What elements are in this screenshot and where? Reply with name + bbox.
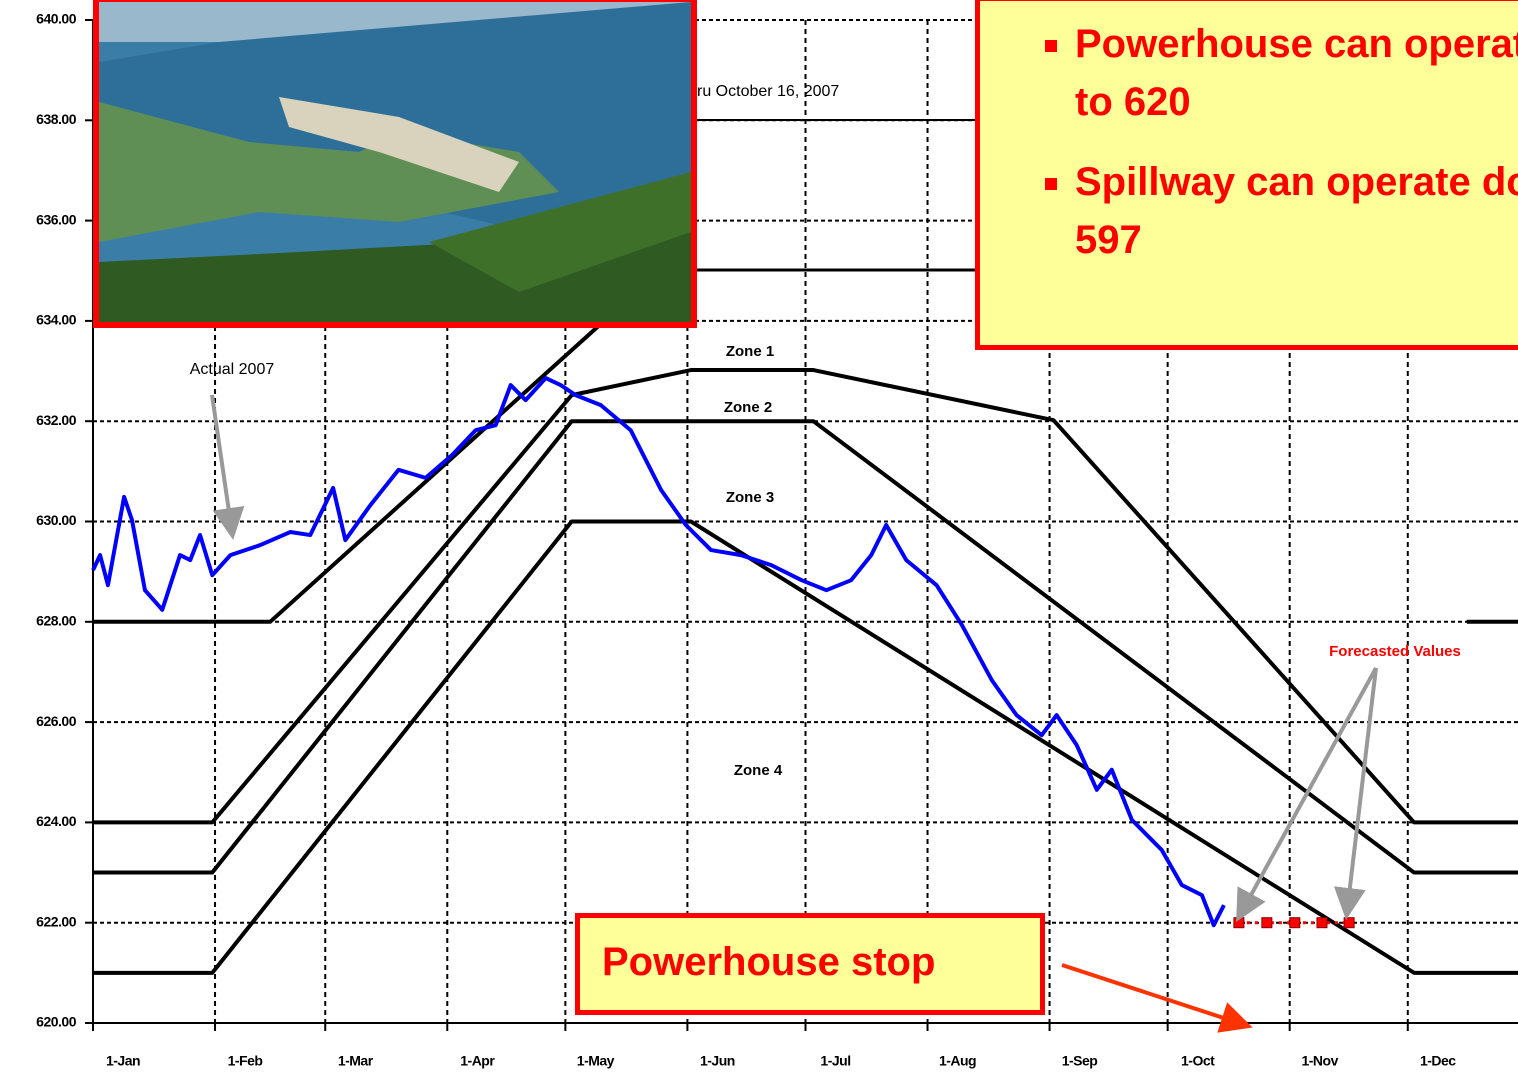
x-tick-label: 1-Feb [228, 1053, 263, 1069]
marker [1262, 918, 1272, 928]
marker [1317, 918, 1327, 928]
annotation: Forecasted Values [1329, 643, 1461, 660]
marker [1344, 918, 1354, 928]
x-tick-label: 1-Aug [939, 1053, 976, 1069]
y-tick-label: 630.00 [36, 512, 77, 528]
marker [1290, 918, 1300, 928]
y-tick-label: 622.00 [36, 913, 77, 929]
x-tick-label: 1-Sep [1062, 1053, 1098, 1069]
arrow [1062, 965, 1245, 1025]
y-tick-label: 640.00 [36, 11, 77, 27]
x-tick-label: 1-Jan [106, 1053, 140, 1069]
y-tick-label: 636.00 [36, 211, 77, 227]
x-tick-label: 1-Mar [338, 1053, 374, 1069]
page: ru October 16, 2007 620.00 622.00 624.00 62… [0, 0, 1518, 1075]
x-tick-label: 1-May [577, 1053, 615, 1069]
subtitle: ru October 16, 2007 [697, 83, 839, 100]
y-tick-label: 632.00 [36, 412, 77, 428]
x-tick-label: 1-Dec [1420, 1053, 1456, 1069]
bullet: Spillway can operate down to 597 [1075, 153, 1518, 269]
series-line [93, 378, 1224, 925]
x-tick-label: 1-Apr [460, 1053, 495, 1069]
annotation: Zone 1 [726, 343, 774, 360]
annotation: Zone 3 [726, 489, 774, 506]
x-tick-label: 1-Oct [1181, 1053, 1215, 1069]
y-tick-label: 638.00 [36, 111, 77, 127]
note-box: Powerhouse stop [575, 913, 1045, 1015]
marker [1234, 918, 1244, 928]
callout: Powerhouse can operate down to 620 Spill… [975, 0, 1518, 350]
dam-photo [93, 0, 697, 328]
photo-image [99, 2, 691, 322]
bullet-list: Powerhouse can operate down to 620 Spill… [980, 15, 1518, 269]
y-tick-label: 624.00 [36, 813, 77, 829]
x-tick-label: 1-Jun [700, 1053, 735, 1069]
annotation: Actual 2007 [190, 361, 275, 378]
y-tick-label: 628.00 [36, 613, 77, 629]
bullet: Powerhouse can operate down to 620 [1075, 15, 1518, 131]
y-tick-label: 634.00 [36, 312, 77, 328]
y-tick-label: 626.00 [36, 713, 77, 729]
annotation: Zone 2 [724, 399, 772, 416]
annotation: Zone 4 [734, 762, 783, 779]
x-tick-label: 1-Nov [1301, 1053, 1338, 1069]
arrow [1347, 668, 1376, 912]
y-tick-label: 620.00 [36, 1014, 77, 1030]
x-tick-label: 1-Jul [820, 1053, 850, 1069]
